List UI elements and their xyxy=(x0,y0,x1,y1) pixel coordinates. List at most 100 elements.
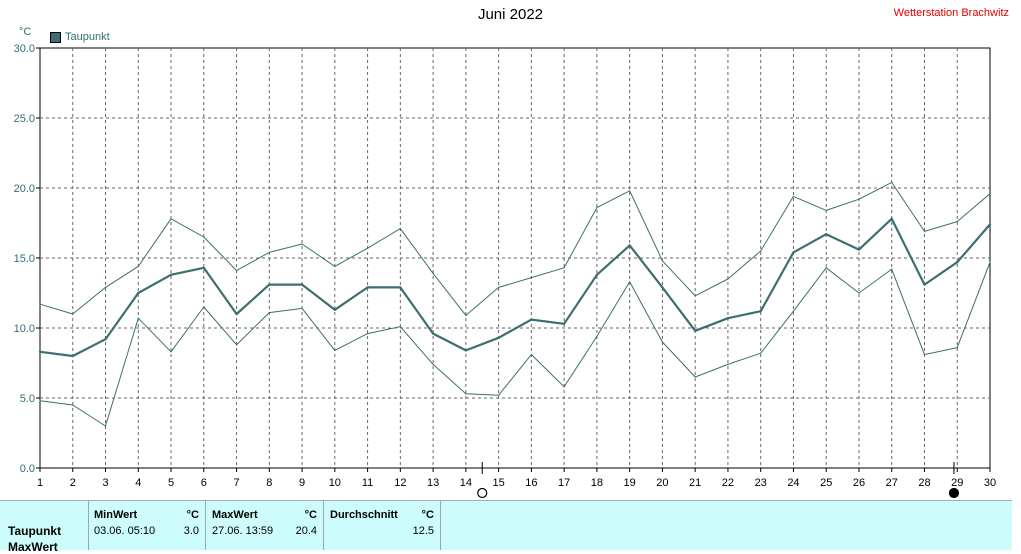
y-axis: 0.0 5.0 10.0 15.0 20.0 25.0 30.0 xyxy=(14,43,40,475)
data-point-min xyxy=(465,393,467,395)
avg-header: Durchschnitt xyxy=(330,509,398,521)
series-line-max xyxy=(39,181,991,316)
data-point-max xyxy=(366,247,369,249)
data-point-max xyxy=(760,250,762,252)
data-point-mean xyxy=(235,312,238,316)
data-point-mean xyxy=(562,322,566,325)
data-point-mean xyxy=(726,317,730,320)
x-tick-label: 8 xyxy=(266,477,272,489)
data-point-min xyxy=(137,317,139,319)
avg-unit: °C xyxy=(421,509,434,521)
min-unit: °C xyxy=(186,509,199,521)
legend-swatch xyxy=(50,31,61,43)
data-point-min xyxy=(399,326,401,328)
max-header: MaxWert xyxy=(212,509,258,521)
x-tick-label: 11 xyxy=(362,477,373,489)
data-point-mean xyxy=(628,244,631,247)
data-point-min xyxy=(104,425,107,427)
data-point-mean xyxy=(137,291,140,295)
stats-panel: Taupunkt MaxWert MinWert °C 03.06. 05:10… xyxy=(0,500,1012,554)
x-tick-label: 15 xyxy=(492,477,504,489)
data-point-max xyxy=(268,251,270,253)
max-date: 27.06. 13:59 xyxy=(212,525,274,537)
data-point-min xyxy=(498,394,500,396)
data-point-max xyxy=(694,295,696,297)
data-point-max xyxy=(465,314,467,316)
data-point-mean xyxy=(530,318,533,321)
x-tick-label: 26 xyxy=(853,477,865,489)
x-tick-label: 22 xyxy=(722,477,734,489)
data-point-min xyxy=(432,363,434,365)
y-tick-label: 20.0 xyxy=(14,183,35,195)
chart-area: 0.05.010.015.020.025.030.0 1 2 3 4 5 6 7 8 9 10 11… xyxy=(14,43,996,499)
stats-label-column xyxy=(0,501,89,550)
data-point-min xyxy=(203,306,205,308)
data-point-mean xyxy=(38,350,42,353)
data-point-max xyxy=(956,221,958,223)
x-tick-label: 4 xyxy=(135,477,141,489)
data-point-mean xyxy=(693,329,697,332)
x-tick-label: 5 xyxy=(168,477,174,489)
data-point-mean xyxy=(366,286,369,289)
series-group xyxy=(38,181,992,427)
full-moon-icon xyxy=(477,487,488,499)
x-tick-label: 20 xyxy=(656,477,668,489)
y-tick-label: 5.0 xyxy=(20,393,35,405)
x-tick-label: 19 xyxy=(624,477,636,489)
data-point-min xyxy=(858,292,860,294)
stats-avg-column: Durchschnitt °C 12.5 xyxy=(324,501,441,550)
data-point-max xyxy=(825,209,827,211)
avg-value: 12.5 xyxy=(412,525,434,537)
data-point-min xyxy=(923,354,926,356)
data-point-max xyxy=(432,272,434,274)
data-point-mean xyxy=(759,310,762,313)
series-line-mean xyxy=(39,217,991,358)
data-point-max xyxy=(792,195,795,197)
data-point-max xyxy=(923,230,926,232)
data-point-max xyxy=(39,303,41,305)
data-point-min xyxy=(170,351,172,353)
data-point-min xyxy=(366,333,369,335)
data-point-min xyxy=(596,335,598,337)
max-value: 20.4 xyxy=(295,525,317,537)
data-point-min xyxy=(661,341,664,343)
data-point-min xyxy=(629,281,631,283)
max-unit: °C xyxy=(304,509,317,521)
data-point-mean xyxy=(595,273,599,276)
x-tick-label: 24 xyxy=(787,477,799,489)
x-tick-label: 10 xyxy=(329,477,341,489)
data-point-min xyxy=(891,268,893,270)
data-point-max xyxy=(858,198,860,200)
data-point-min xyxy=(39,400,41,402)
y-tick-label: 30.0 xyxy=(14,43,35,55)
data-point-min xyxy=(268,312,270,314)
data-point-mean xyxy=(988,223,992,226)
data-point-mean xyxy=(300,283,304,286)
y-tick-label: 10.0 xyxy=(14,323,35,335)
data-point-mean xyxy=(956,261,959,264)
data-point-max xyxy=(203,236,205,238)
y-unit-label: °C xyxy=(19,26,32,38)
data-point-min xyxy=(727,363,729,365)
data-point-max xyxy=(72,313,74,315)
data-point-mean xyxy=(104,338,107,341)
data-point-max xyxy=(235,270,238,272)
y-tick-label: 0.0 xyxy=(20,463,35,475)
min-header: MinWert xyxy=(94,509,138,521)
data-point-mean xyxy=(169,273,173,276)
min-date: 03.06. 05:10 xyxy=(94,525,156,537)
data-point-min xyxy=(334,349,336,351)
data-point-mean xyxy=(333,308,337,311)
data-point-min xyxy=(301,307,303,309)
data-point-min xyxy=(530,354,532,356)
x-tick-label: 1 xyxy=(37,477,43,489)
min-value: 3.0 xyxy=(183,525,199,537)
data-point-mean xyxy=(268,283,271,286)
data-point-min xyxy=(72,404,74,406)
x-tick-label: 27 xyxy=(886,477,898,489)
data-point-max xyxy=(334,265,336,267)
data-point-max xyxy=(498,286,500,288)
data-point-mean xyxy=(71,354,74,358)
grid xyxy=(39,47,991,469)
data-point-min xyxy=(956,347,958,349)
